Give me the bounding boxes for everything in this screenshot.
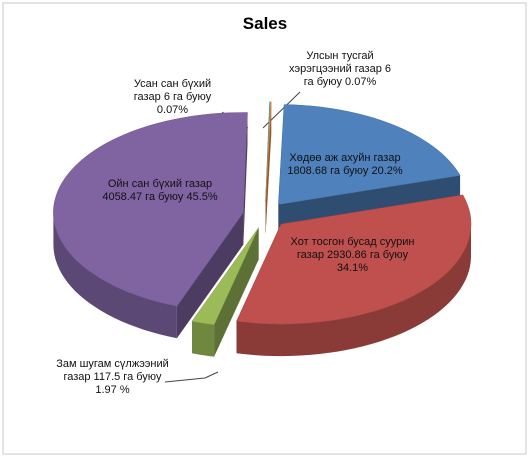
slice-side bbox=[53, 212, 177, 339]
data-label: Ойн сан бүхий газар 4058.47 га буюу 45.5… bbox=[102, 178, 218, 203]
slice bbox=[278, 104, 461, 205]
data-label: Хөдөө аж ахуйн газар 1808.68 га буюу 20.… bbox=[287, 152, 403, 177]
slice-side bbox=[192, 321, 215, 357]
chart-title: Sales bbox=[242, 14, 288, 33]
slice-cut-face bbox=[265, 101, 272, 234]
slice bbox=[53, 112, 248, 307]
slice bbox=[265, 101, 272, 202]
data-label: Зам шугам сүлжээний газар 117.5 га буюу … bbox=[56, 358, 169, 396]
data-label: Хот тосгон бусад суурин газар 2930.86 га… bbox=[290, 236, 415, 274]
data-label: Улсын тусгай хэрэгцээний газар 6 га буюу… bbox=[288, 50, 392, 88]
data-label: Усан сан бүхий газар 6 га буюу 0.07% bbox=[133, 78, 212, 116]
slice-cut-face bbox=[243, 112, 248, 245]
slice-cut-face bbox=[176, 212, 244, 339]
slice-side bbox=[236, 224, 471, 357]
leader-line bbox=[164, 371, 219, 383]
slice bbox=[191, 227, 259, 326]
slice bbox=[236, 194, 472, 325]
